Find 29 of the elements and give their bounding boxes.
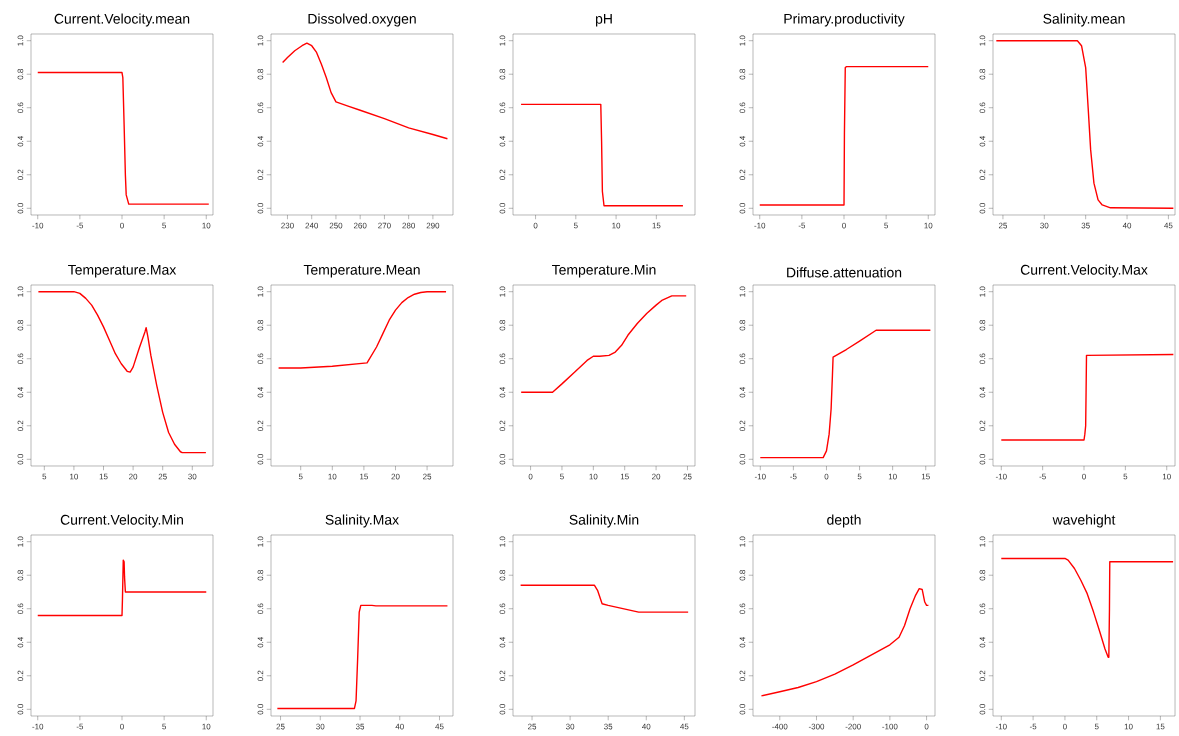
chart-title: depth [827, 514, 861, 528]
chart-title: Diffuse.attenuation [787, 267, 902, 278]
line-series [759, 329, 932, 459]
chart-title: pH [596, 14, 612, 27]
line-series [277, 291, 447, 369]
line-series [276, 604, 449, 710]
chart-title: Salinity.Min [569, 514, 639, 528]
line-series [281, 42, 449, 140]
line-series [759, 65, 929, 206]
chart-title: Temperature.Max [68, 265, 177, 278]
line-series [37, 71, 210, 205]
chart-title: Temperature.Mean [303, 265, 420, 278]
line-series [37, 559, 207, 617]
chart-title: Current.Velocity.mean [54, 13, 190, 27]
line-series [995, 40, 1175, 209]
line-series [520, 103, 684, 207]
chart-title: wavehight [1052, 514, 1116, 528]
line-series [1000, 557, 1174, 659]
line-series [37, 291, 207, 454]
chart-title: Dissolved.oxygen [308, 13, 416, 27]
chart-title: Salinity.Max [325, 514, 399, 528]
line-series [1000, 353, 1175, 441]
line-series [520, 295, 687, 393]
chart-title: Current.Velocity.Max [1020, 264, 1148, 278]
chart-title: Primary.productivity [784, 13, 905, 27]
chart-title: Temperature.Min [551, 264, 656, 278]
chart-title: Current.Velocity.Min [60, 514, 183, 528]
chart-title: Salinity.mean [1043, 13, 1125, 27]
line-series [760, 587, 930, 697]
